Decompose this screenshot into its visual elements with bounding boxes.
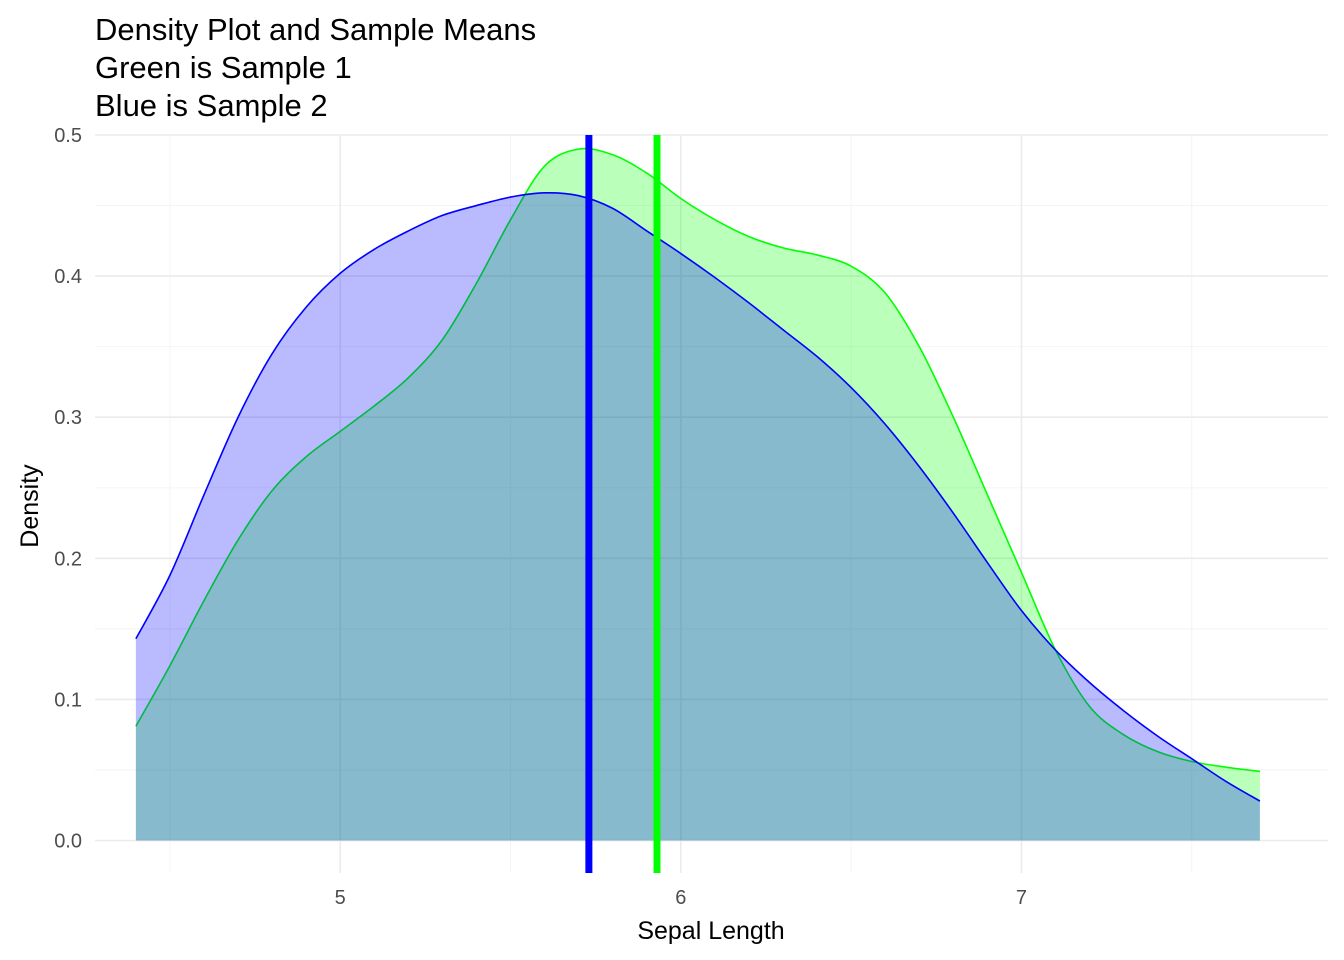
y-tick-label: 0.4	[54, 266, 82, 288]
chart-title: Density Plot and Sample Means Green is S…	[95, 12, 536, 123]
chart-title-line-3: Blue is Sample 2	[95, 88, 328, 123]
density-line-sample-1	[135, 147, 1260, 773]
chart-title-line-2: Green is Sample 1	[95, 50, 352, 85]
y-tick-label: 0.3	[54, 407, 82, 429]
x-axis-ticks: 5 6 7	[335, 887, 1027, 909]
mean-lines	[585, 135, 661, 873]
y-tick-label: 0.2	[54, 548, 82, 570]
x-tick-label: 7	[1016, 887, 1027, 909]
chart-title-line-1: Density Plot and Sample Means	[95, 12, 536, 47]
y-axis-ticks: 0.0 0.1 0.2 0.3 0.4 0.5	[54, 125, 82, 853]
y-tick-label: 0.0	[54, 831, 82, 853]
x-axis-title: Sepal Length	[637, 917, 784, 945]
density-areas	[135, 147, 1261, 841]
y-axis-title: Density	[16, 464, 44, 548]
density-area-sample-1	[135, 148, 1260, 841]
density-area-sample-2	[135, 192, 1260, 841]
grid	[95, 134, 1328, 873]
density-line-sample-2	[135, 191, 1261, 802]
y-tick-label: 0.5	[54, 125, 82, 147]
x-tick-label: 6	[675, 887, 686, 909]
x-tick-label: 5	[335, 887, 346, 909]
y-tick-label: 0.1	[54, 689, 82, 711]
